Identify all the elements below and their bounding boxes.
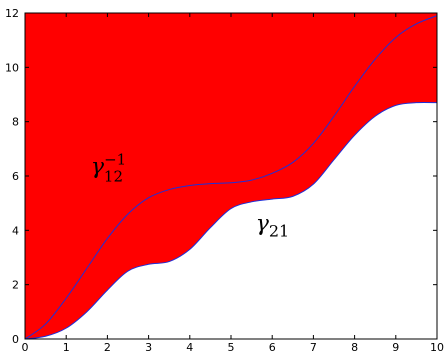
- y-tick-label: 10: [5, 61, 19, 74]
- x-tick-label: 7: [310, 341, 317, 354]
- y-tick-label: 0: [12, 333, 19, 346]
- region-fill: [25, 13, 437, 339]
- y-tick-label: 6: [12, 170, 19, 183]
- annotation-gamma-12-inverse: γ−1 12: [91, 150, 126, 185]
- curve-gamma-12-inverse: [24, 15, 438, 340]
- x-tick-label: 8: [351, 341, 358, 354]
- x-tick-label: 6: [269, 341, 276, 354]
- y-tick-label: 8: [12, 116, 19, 129]
- annotations: γ−1 12 γ21: [91, 150, 289, 240]
- x-tick-label: 0: [22, 341, 29, 354]
- x-tick-label: 2: [104, 341, 111, 354]
- curve-gamma-21: [24, 101, 438, 340]
- x-tick-label: 3: [145, 341, 152, 354]
- x-tick-label: 9: [392, 341, 399, 354]
- x-tick-label: 5: [228, 341, 235, 354]
- y-tick-label: 2: [12, 279, 19, 292]
- y-tick-label: 12: [5, 7, 19, 20]
- x-tick-label: 1: [63, 341, 70, 354]
- annotation-gamma-21: γ21: [256, 211, 290, 240]
- x-tick-label: 10: [430, 341, 444, 354]
- y-tick-label: 4: [12, 224, 19, 237]
- x-tick-label: 4: [186, 341, 193, 354]
